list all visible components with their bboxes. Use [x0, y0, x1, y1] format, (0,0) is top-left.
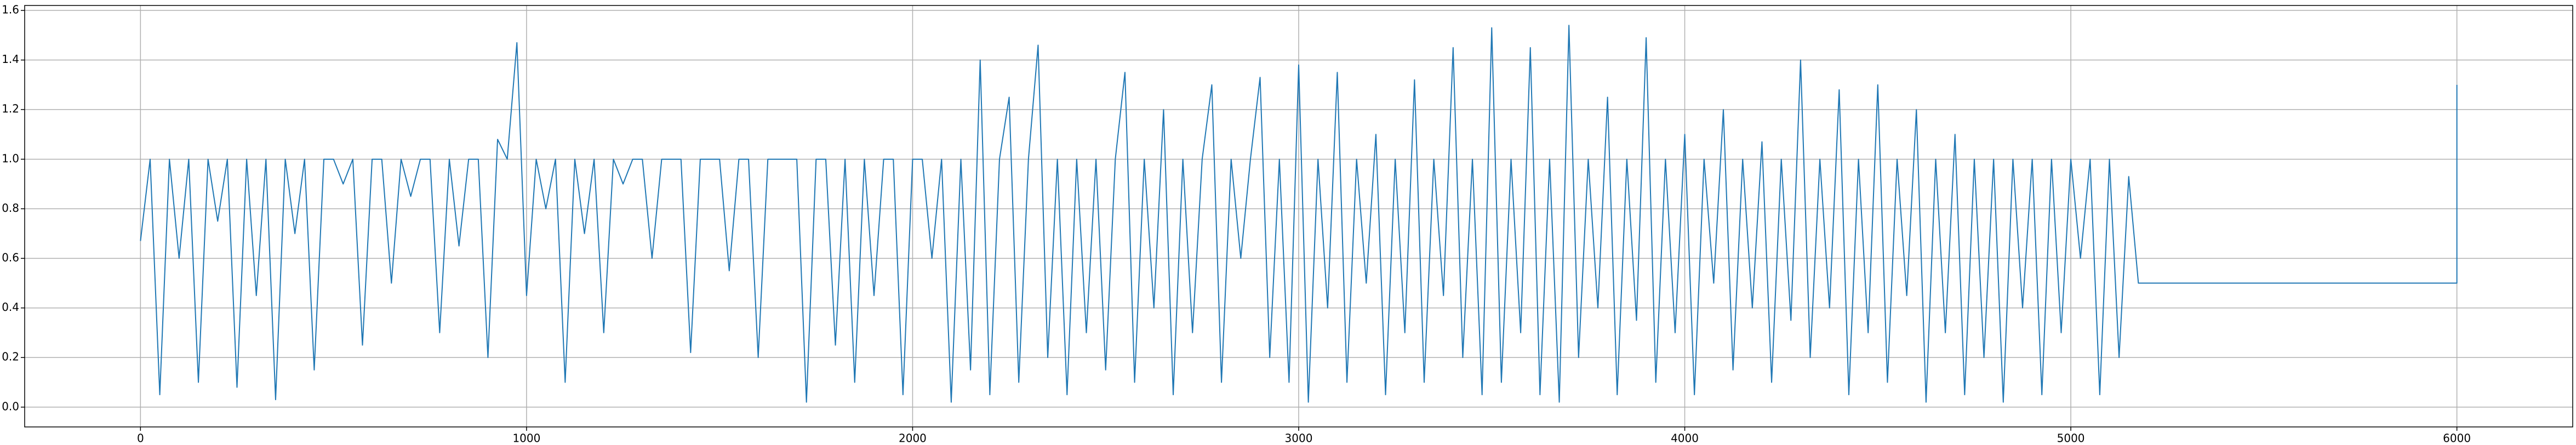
- axes-frame: [24, 5, 2573, 427]
- x-tick-label: 5000: [2057, 432, 2085, 445]
- x-tick-label: 1000: [512, 432, 540, 445]
- x-tick-label: 6000: [2443, 432, 2471, 445]
- y-tick-label: 1.2: [2, 102, 19, 115]
- y-tick-label: 0.0: [2, 400, 19, 413]
- y-tick-label: 1.4: [2, 53, 19, 66]
- y-tick-label: 0.4: [2, 300, 19, 314]
- x-tick-label: 2000: [899, 432, 927, 445]
- y-tick-label: 1.6: [2, 3, 19, 16]
- x-tick-label: 3000: [1285, 432, 1313, 445]
- y-tick-label: 0.2: [2, 350, 19, 363]
- x-tick-label: 0: [137, 432, 144, 445]
- x-tick-label: 4000: [1671, 432, 1699, 445]
- y-tick-label: 0.6: [2, 251, 19, 264]
- data-line: [140, 25, 2458, 403]
- y-tick-label: 1.0: [2, 152, 19, 165]
- y-tick-label: 0.8: [2, 201, 19, 215]
